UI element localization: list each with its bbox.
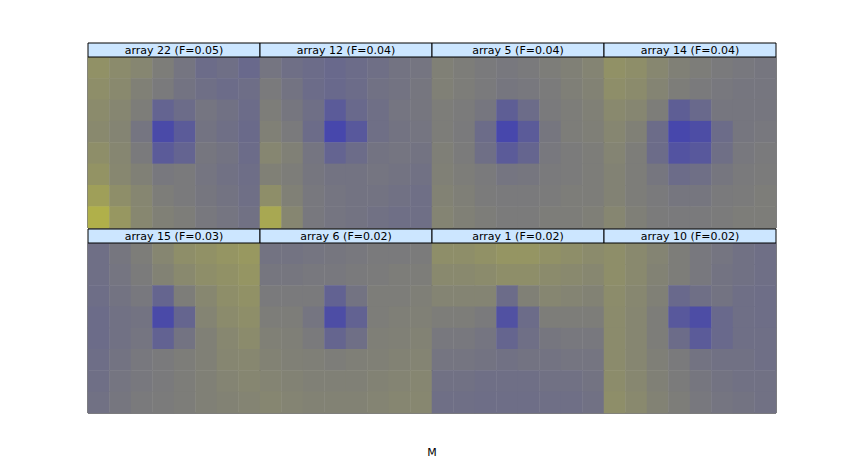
- svg-text:array 14 (F=0.04): array 14 (F=0.04): [641, 44, 739, 57]
- svg-text:array 10 (F=0.02): array 10 (F=0.02): [641, 230, 739, 243]
- svg-text:array 1 (F=0.02): array 1 (F=0.02): [472, 230, 563, 243]
- svg-text:array 5 (F=0.04): array 5 (F=0.04): [472, 44, 563, 57]
- svg-text:array 12 (F=0.04): array 12 (F=0.04): [297, 44, 395, 57]
- svg-text:array 15 (F=0.03): array 15 (F=0.03): [125, 230, 223, 243]
- svg-text:array 6 (F=0.02): array 6 (F=0.02): [300, 230, 391, 243]
- svg-text:array 22 (F=0.05): array 22 (F=0.05): [125, 44, 223, 57]
- svg-text:M: M: [427, 446, 437, 459]
